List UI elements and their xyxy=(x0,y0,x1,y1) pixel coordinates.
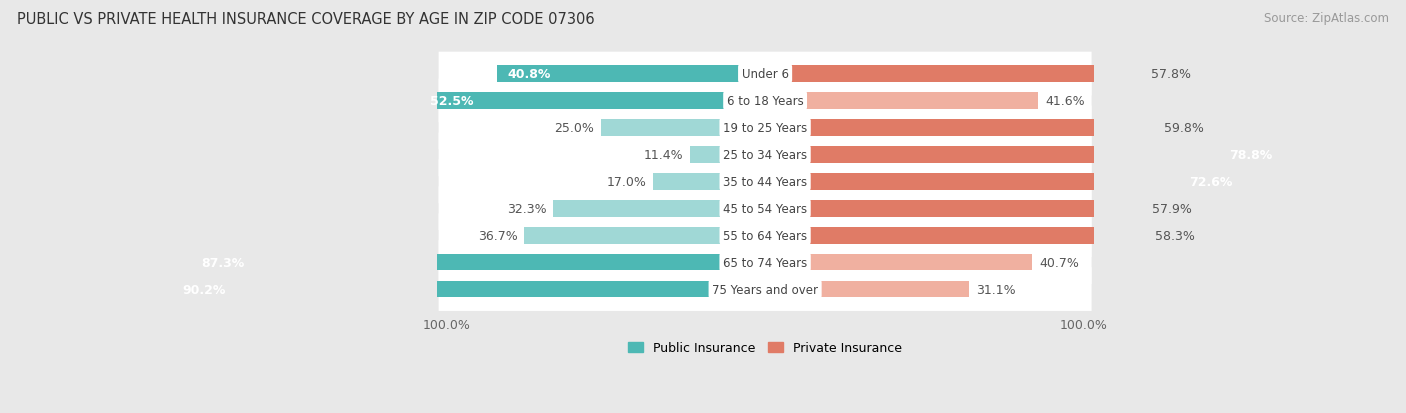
Text: 65 to 74 Years: 65 to 74 Years xyxy=(723,256,807,269)
FancyBboxPatch shape xyxy=(439,187,1091,230)
Text: 45 to 54 Years: 45 to 54 Years xyxy=(723,202,807,215)
Bar xyxy=(765,227,1149,244)
FancyBboxPatch shape xyxy=(439,79,1091,123)
Bar xyxy=(690,147,765,163)
Text: Under 6: Under 6 xyxy=(741,68,789,81)
Text: 59.8%: 59.8% xyxy=(1164,121,1205,135)
Bar xyxy=(654,173,765,190)
Text: 11.4%: 11.4% xyxy=(644,149,683,161)
FancyBboxPatch shape xyxy=(439,106,1091,150)
Bar xyxy=(765,147,1282,163)
Bar xyxy=(498,66,765,83)
Bar xyxy=(524,227,765,244)
Text: 36.7%: 36.7% xyxy=(478,229,517,242)
Text: 57.9%: 57.9% xyxy=(1152,202,1192,215)
FancyBboxPatch shape xyxy=(439,133,1091,177)
FancyBboxPatch shape xyxy=(439,214,1091,257)
Text: 87.3%: 87.3% xyxy=(201,256,245,269)
Text: 52.5%: 52.5% xyxy=(430,95,474,108)
Bar xyxy=(191,254,765,271)
Text: 57.8%: 57.8% xyxy=(1152,68,1191,81)
Bar xyxy=(765,93,1039,109)
Bar xyxy=(173,281,765,298)
FancyBboxPatch shape xyxy=(439,52,1091,96)
Bar xyxy=(765,120,1159,136)
Bar xyxy=(765,66,1144,83)
Legend: Public Insurance, Private Insurance: Public Insurance, Private Insurance xyxy=(623,337,907,359)
Text: 19 to 25 Years: 19 to 25 Years xyxy=(723,121,807,135)
Text: 78.8%: 78.8% xyxy=(1230,149,1272,161)
Text: Source: ZipAtlas.com: Source: ZipAtlas.com xyxy=(1264,12,1389,25)
Text: 6 to 18 Years: 6 to 18 Years xyxy=(727,95,803,108)
Text: 40.8%: 40.8% xyxy=(508,68,550,81)
Bar xyxy=(765,173,1241,190)
Text: 17.0%: 17.0% xyxy=(607,176,647,188)
Text: 31.1%: 31.1% xyxy=(976,283,1015,296)
FancyBboxPatch shape xyxy=(439,160,1091,204)
Text: 72.6%: 72.6% xyxy=(1188,176,1232,188)
Text: 32.3%: 32.3% xyxy=(506,202,547,215)
Text: 25 to 34 Years: 25 to 34 Years xyxy=(723,149,807,161)
Text: 90.2%: 90.2% xyxy=(183,283,226,296)
FancyBboxPatch shape xyxy=(439,241,1091,284)
Bar xyxy=(553,200,765,217)
FancyBboxPatch shape xyxy=(439,268,1091,311)
Text: 41.6%: 41.6% xyxy=(1045,95,1084,108)
Text: 75 Years and over: 75 Years and over xyxy=(711,283,818,296)
Text: 25.0%: 25.0% xyxy=(554,121,595,135)
Bar xyxy=(765,254,1032,271)
Text: 58.3%: 58.3% xyxy=(1154,229,1195,242)
Bar xyxy=(420,93,765,109)
Text: 40.7%: 40.7% xyxy=(1039,256,1078,269)
Bar xyxy=(765,281,969,298)
Text: PUBLIC VS PRIVATE HEALTH INSURANCE COVERAGE BY AGE IN ZIP CODE 07306: PUBLIC VS PRIVATE HEALTH INSURANCE COVER… xyxy=(17,12,595,27)
Text: 55 to 64 Years: 55 to 64 Years xyxy=(723,229,807,242)
Bar xyxy=(765,200,1146,217)
Text: 35 to 44 Years: 35 to 44 Years xyxy=(723,176,807,188)
Bar xyxy=(600,120,765,136)
